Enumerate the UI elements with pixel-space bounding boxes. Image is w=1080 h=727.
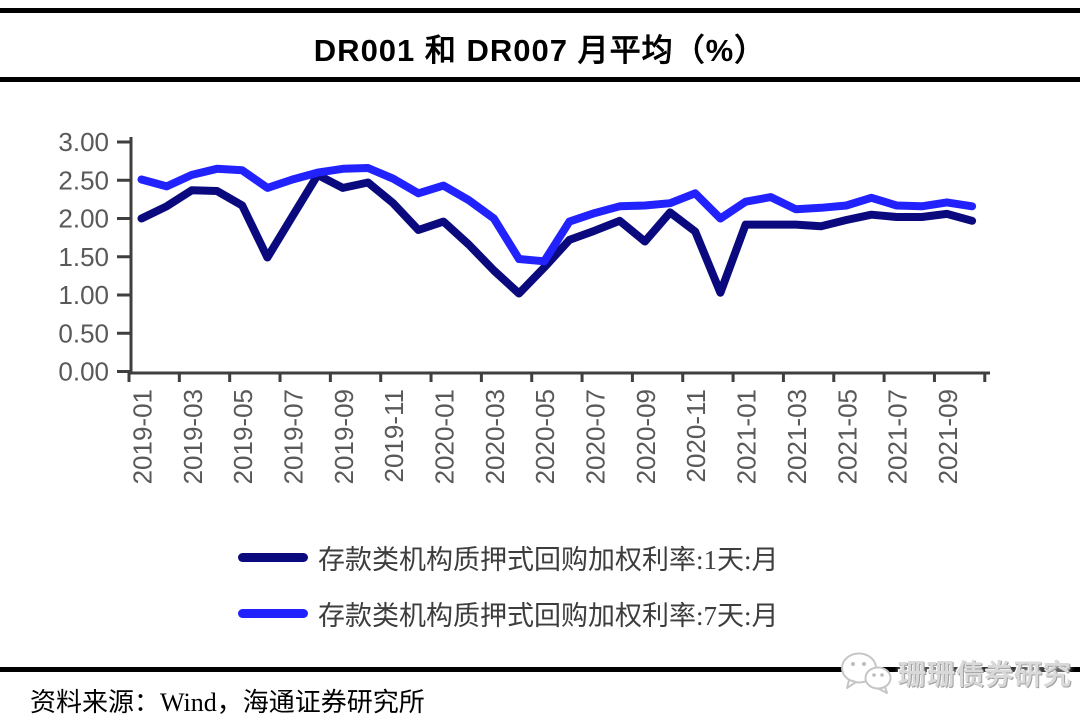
legend-label-dr007: 存款类机构质押式回购加权利率:7天:月: [318, 600, 779, 631]
chart-title: DR001 和 DR007 月平均（%）: [313, 33, 767, 68]
watermark: 珊珊债券研究: [840, 651, 1072, 695]
x-tick-label: 2021-05: [832, 389, 862, 484]
wechat-chat-bubbles-icon: [841, 652, 892, 694]
top-rule: [0, 8, 1080, 13]
x-tick-label: 2019-03: [178, 389, 208, 484]
x-tick-label: 2021-01: [732, 389, 762, 484]
x-tick-label: 2019-01: [128, 389, 158, 484]
y-tick-label: 1.50: [58, 242, 109, 272]
y-tick-label: 0.00: [58, 357, 109, 387]
y-tick-label: 1.00: [58, 280, 109, 310]
y-tick-label: 0.50: [58, 318, 109, 348]
y-tick-label: 2.00: [58, 204, 109, 234]
x-tick-label: 2020-01: [430, 389, 460, 484]
x-tick-label: 2019-11: [379, 389, 409, 483]
x-tick-label: 2019-05: [228, 389, 258, 484]
legend-label-dr001: 存款类机构质押式回购加权利率:1天:月: [318, 544, 779, 575]
x-tick-label: 2021-03: [782, 389, 812, 484]
legend-item-dr007: 存款类机构质押式回购加权利率:7天:月: [238, 598, 779, 631]
x-tick-label: 2019-07: [279, 389, 309, 484]
y-tick-label: 2.50: [58, 165, 109, 195]
x-tick-label: 2021-07: [883, 389, 913, 484]
dr001-line-swatch: [238, 552, 308, 562]
x-tick-label: 2020-03: [480, 389, 510, 484]
series-line-dr001: [137, 170, 977, 298]
y-tick-label: 3.00: [58, 127, 109, 157]
legend-item-dr001: 存款类机构质押式回购加权利率:1天:月: [238, 542, 779, 575]
x-tick-label: 2021-09: [933, 389, 963, 484]
x-tick-label: 2020-09: [631, 389, 661, 484]
x-tick-label: 2020-11: [681, 389, 711, 483]
x-tick-label: 2020-05: [530, 389, 560, 484]
x-tick-label: 2019-09: [329, 389, 359, 484]
series-line-dr007: [137, 164, 977, 266]
x-tick-label: 2020-07: [581, 389, 611, 484]
footer-rule: [0, 667, 1080, 672]
dr007-line-swatch: [238, 608, 308, 618]
source-note: 资料来源：Wind，海通证券研究所: [30, 688, 425, 717]
watermark-text: 珊珊债券研究: [898, 660, 1073, 691]
title-divider-rule: [0, 77, 1080, 82]
